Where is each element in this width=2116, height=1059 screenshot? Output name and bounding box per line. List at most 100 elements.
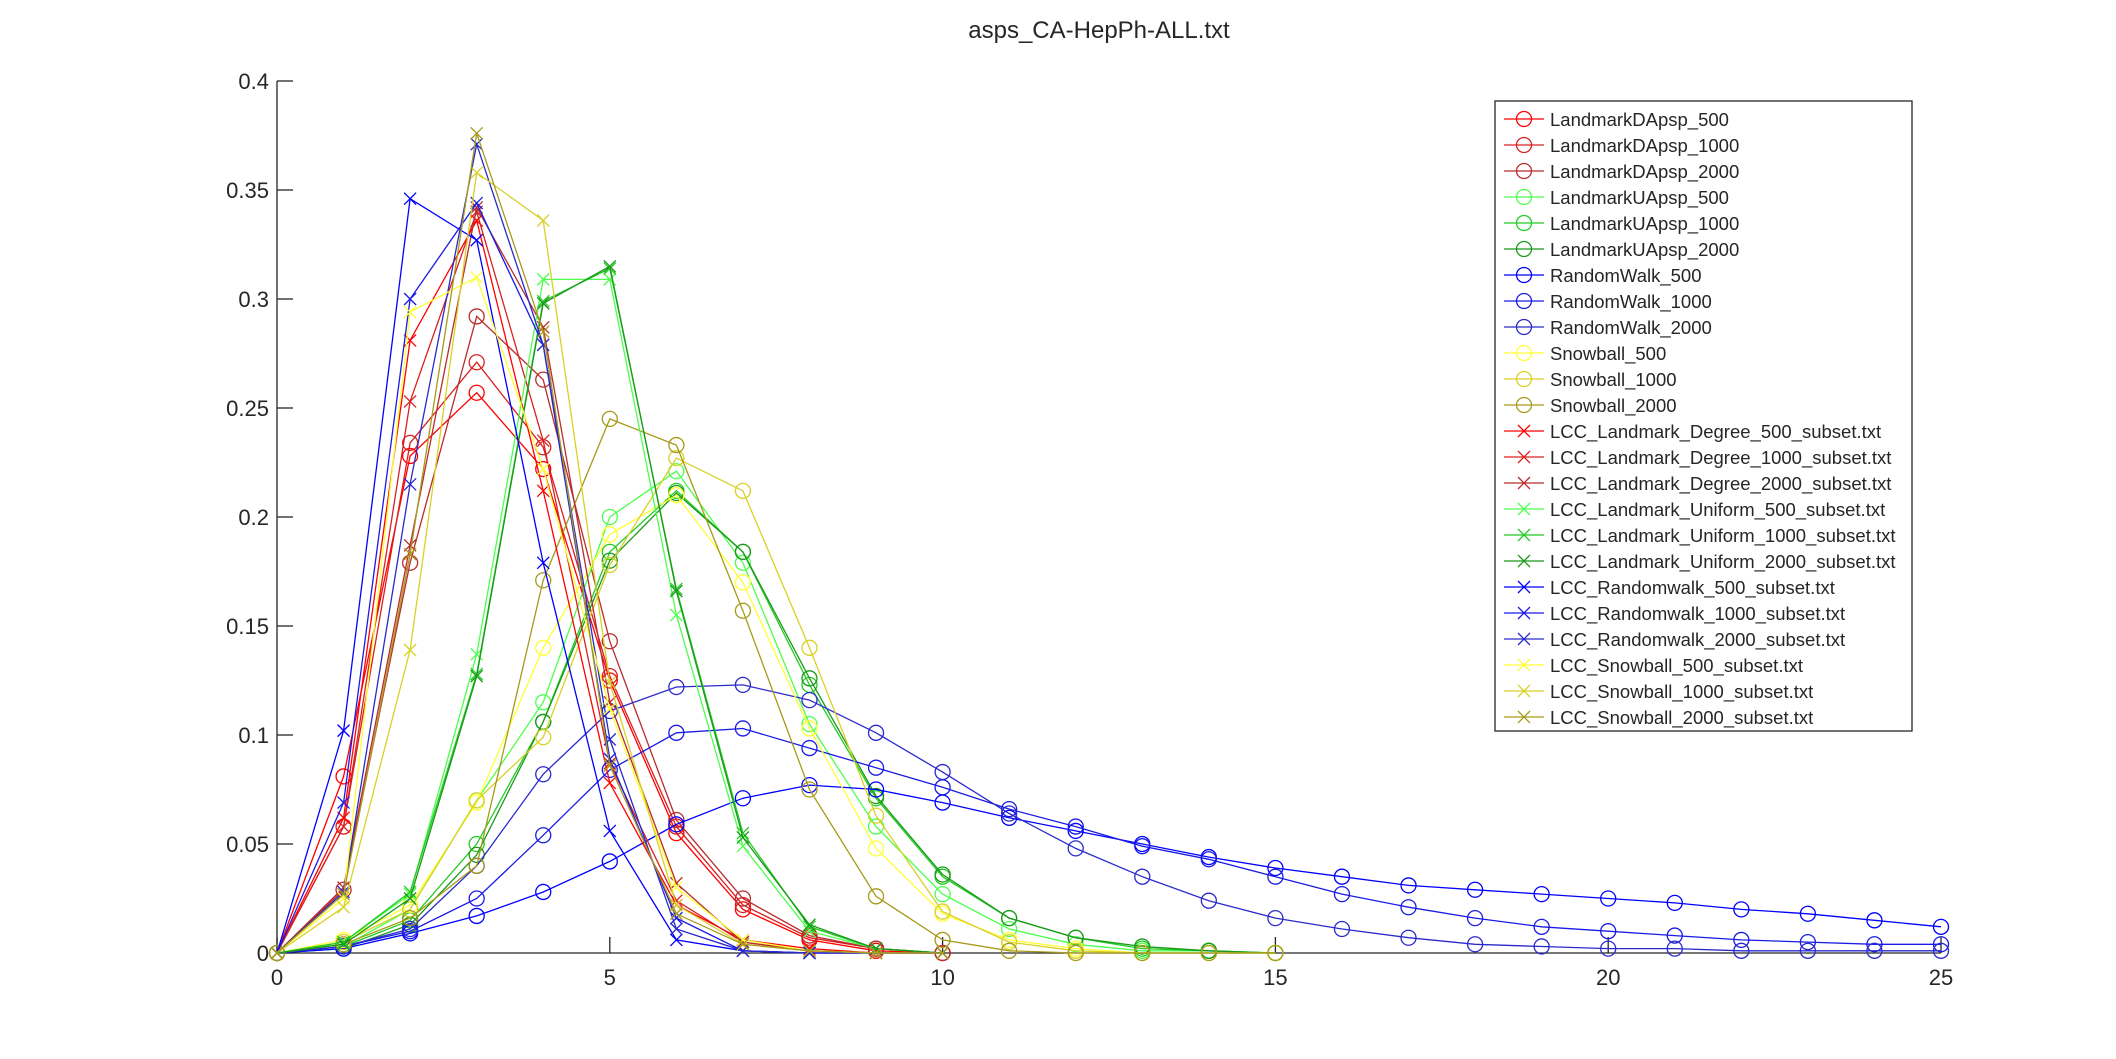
data-point: [867, 888, 885, 905]
legend-label: RandomWalk_500: [1550, 265, 1702, 287]
data-point: [1866, 942, 1883, 959]
data-point: [801, 781, 818, 798]
data-point: [1517, 450, 1531, 464]
legend-item: LandmarkUApsp_1000: [1504, 213, 1739, 235]
legend-item: LCC_Randomwalk_2000_subset.txt: [1504, 629, 1845, 651]
data-point: [337, 887, 351, 901]
series-2: [268, 308, 951, 962]
data-point: [536, 294, 550, 308]
data-point: [1001, 909, 1018, 927]
data-point: [536, 484, 550, 498]
data-point: [1200, 944, 1217, 962]
series-1: [268, 354, 951, 962]
data-point: [403, 477, 417, 491]
data-point: [1533, 938, 1550, 955]
data-point: [1932, 936, 1950, 953]
legend-item: RandomWalk_1000: [1504, 291, 1712, 313]
data-point: [934, 931, 951, 949]
data-point: [1600, 940, 1617, 957]
legend-item: LandmarkDApsp_2000: [1504, 161, 1739, 183]
legend-item: LCC_Landmark_Degree_1000_subset.txt: [1504, 447, 1891, 469]
data-point: [603, 702, 617, 716]
legend-label: LCC_Randomwalk_1000_subset.txt: [1550, 603, 1845, 625]
legend-item: LCC_Snowball_1000_subset.txt: [1504, 681, 1813, 703]
legend-item: Snowball_500: [1504, 343, 1666, 365]
legend-label: LandmarkDApsp_500: [1550, 109, 1729, 131]
data-point: [1515, 344, 1533, 362]
legend-item: LCC_Landmark_Uniform_1000_subset.txt: [1504, 525, 1896, 547]
data-point: [1067, 840, 1084, 857]
data-point: [468, 890, 485, 907]
series-3: [268, 463, 1284, 962]
data-point: [867, 840, 885, 857]
data-point: [535, 883, 552, 901]
series-line: [276, 489, 1276, 954]
legend-item: LCC_Landmark_Uniform_500_subset.txt: [1504, 499, 1885, 521]
data-point: [1515, 214, 1533, 232]
data-point: [669, 584, 683, 598]
data-point: [1001, 933, 1018, 951]
legend-label: LCC_Landmark_Uniform_500_subset.txt: [1550, 499, 1885, 521]
data-point: [536, 338, 550, 352]
series-line: [276, 494, 1276, 954]
data-point: [801, 776, 818, 794]
legend-label: LandmarkUApsp_2000: [1550, 239, 1739, 261]
series-line: [276, 315, 943, 954]
legend-label: LCC_Landmark_Uniform_1000_subset.txt: [1550, 525, 1896, 547]
data-point: [734, 676, 752, 694]
legend-label: LCC_Snowball_1000_subset.txt: [1550, 681, 1813, 703]
data-point: [1067, 944, 1084, 962]
data-point: [734, 890, 752, 907]
data-point: [536, 296, 550, 310]
data-point: [1517, 554, 1531, 568]
data-point: [736, 944, 750, 958]
y-tick-label: 0: [257, 941, 269, 966]
data-point: [1515, 370, 1533, 388]
data-point: [1666, 894, 1683, 912]
data-point: [403, 292, 417, 306]
data-point: [936, 946, 950, 960]
series-line: [276, 784, 1942, 954]
data-point: [1515, 162, 1533, 180]
data-point: [468, 792, 485, 809]
x-tick-label: 10: [930, 965, 954, 990]
legend-label: Snowball_1000: [1550, 369, 1677, 391]
data-point: [734, 574, 752, 591]
data-point: [1517, 580, 1531, 594]
data-point: [601, 526, 618, 543]
data-point: [601, 633, 618, 650]
data-point: [736, 826, 750, 840]
data-point: [869, 946, 883, 960]
data-point: [468, 907, 485, 925]
legend-label: LandmarkUApsp_500: [1550, 187, 1729, 209]
x-tick-label: 5: [604, 965, 616, 990]
data-point: [1134, 944, 1151, 962]
data-point: [337, 796, 351, 810]
data-point: [470, 126, 484, 140]
data-point: [1515, 110, 1533, 128]
data-point: [1866, 936, 1883, 953]
legend-label: Snowball_2000: [1550, 395, 1677, 417]
legend-label: RandomWalk_2000: [1550, 317, 1712, 339]
legend-label: LCC_Randomwalk_2000_subset.txt: [1550, 629, 1845, 651]
series-line: [276, 492, 1276, 954]
legend-item: LandmarkDApsp_1000: [1504, 135, 1739, 157]
data-point: [470, 137, 484, 151]
data-point: [803, 924, 816, 938]
series-21: [270, 270, 950, 960]
data-point: [734, 720, 752, 737]
data-point: [734, 790, 752, 807]
data-point: [669, 907, 683, 921]
data-point: [1666, 940, 1683, 957]
data-point: [1400, 929, 1417, 946]
series-18: [270, 192, 950, 960]
data-point: [1517, 528, 1531, 542]
data-point: [1517, 606, 1531, 620]
data-point: [803, 920, 816, 934]
x-tick-label: 25: [1929, 965, 1953, 990]
data-point: [934, 885, 951, 903]
data-point: [803, 944, 816, 958]
data-point: [401, 909, 419, 927]
data-point: [1733, 901, 1750, 918]
data-point: [403, 305, 417, 319]
